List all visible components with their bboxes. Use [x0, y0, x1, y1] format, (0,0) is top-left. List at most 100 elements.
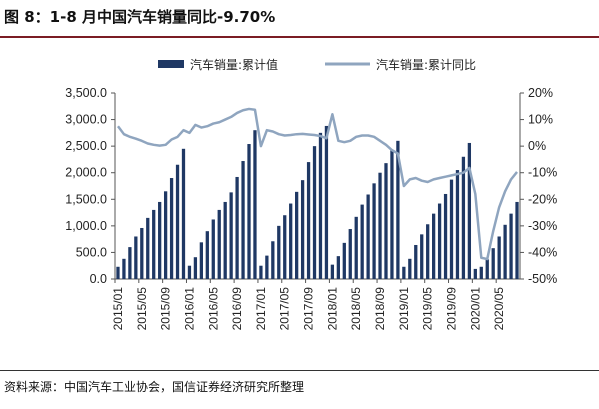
bar-2020/05	[497, 236, 501, 279]
y-left-tick-label: 1,500.0	[65, 192, 107, 206]
x-tick-label: 2015/09	[159, 287, 173, 331]
bar-2017/10	[312, 146, 317, 279]
bar-2015/02	[122, 258, 126, 279]
y-right-tick-label: -10%	[528, 166, 557, 180]
bar-2016/02	[193, 257, 198, 279]
bar-2020/04	[491, 248, 495, 279]
x-tick-label: 2016/01	[182, 287, 196, 331]
bar-2016/10	[241, 161, 245, 279]
title-divider	[0, 36, 599, 38]
bar-2016/05	[211, 219, 215, 279]
bar-2018/05	[354, 216, 358, 279]
bar-2017/02	[265, 255, 269, 279]
x-tick-label: 2016/05	[206, 287, 220, 331]
y-left-tick-label: 3,000.0	[65, 113, 107, 127]
y-right-tick-label: -30%	[528, 219, 557, 233]
bar-2019/11	[461, 156, 466, 279]
bar-2019/01	[402, 266, 406, 279]
bar-2015/01	[116, 266, 120, 279]
x-tick-label: 2018/09	[373, 287, 387, 331]
x-tick-label: 2020/05	[492, 287, 506, 331]
bar-2017/04	[277, 225, 281, 279]
x-tick-label: 2019/09	[445, 287, 459, 331]
bar-2020/02	[479, 266, 483, 279]
bar-2019/10	[455, 170, 460, 279]
bar-2019/06	[432, 213, 436, 279]
x-tick-label: 2018/05	[349, 287, 363, 331]
legend: 汽车销量:累计值 汽车销量:累计同比	[158, 57, 476, 72]
bar-2019/07	[437, 203, 442, 279]
x-tick-label: 2015/05	[135, 287, 149, 331]
bar-2016/08	[229, 192, 233, 279]
bar-2016/06	[217, 209, 221, 279]
bar-2020/06	[503, 224, 507, 279]
y-right-tick-label: -40%	[528, 245, 557, 259]
bar-2017/07	[295, 191, 299, 279]
bar-2019/05	[426, 224, 430, 279]
bar-2020/01	[473, 268, 477, 279]
x-tick-label: 2019/01	[397, 287, 411, 331]
bar-2018/07	[366, 194, 370, 279]
y-left-tick-label: 500.0	[76, 245, 107, 259]
bar-2017/12	[324, 125, 329, 279]
sales-chart: 汽车销量:累计值 汽车销量:累计同比 0.0 500.0 1,000.0 1,500.…	[65, 57, 557, 331]
bar-2018/02	[336, 256, 340, 279]
bar-2018/01	[330, 264, 335, 279]
x-tick-label: 2018/01	[325, 287, 339, 331]
bar-2017/01	[259, 265, 263, 279]
bar-2018/03	[342, 242, 346, 279]
bar-2017/06	[289, 203, 293, 279]
bar-2019/02	[408, 258, 412, 279]
bar-2018/06	[360, 204, 364, 279]
legend-bar-label: 汽车销量:累计值	[190, 57, 278, 72]
bar-2015/03	[128, 247, 132, 279]
bar-2018/09	[378, 172, 382, 279]
y-right-tick-label: -50%	[528, 272, 557, 286]
bar-2018/04	[348, 229, 352, 279]
y-right-tick-label: 0%	[528, 139, 546, 153]
bar-2016/09	[235, 176, 239, 279]
bar-2015/07	[152, 209, 156, 279]
bar-2019/08	[443, 193, 448, 279]
x-tick-label: 2017/01	[254, 287, 268, 331]
bar-2018/08	[372, 183, 376, 279]
bar-2016/04	[205, 231, 209, 279]
bar-2016/03	[199, 242, 203, 279]
bar-2018/12	[396, 140, 400, 279]
bar-2020/08	[515, 201, 519, 279]
bar-2015/08	[158, 201, 162, 279]
bar-2015/06	[146, 217, 150, 279]
bar-2018/11	[390, 150, 394, 279]
bar-2015/04	[134, 236, 138, 279]
bar-2015/11	[175, 164, 180, 279]
chart-title: 图 8：1-8 月中国汽车销量同比-9.70%	[4, 8, 276, 26]
x-tick-label: 2020/01	[468, 287, 482, 331]
bar-2015/09	[163, 191, 168, 279]
source-note: 资料来源：中国汽车工业协会，国信证券经济研究所整理	[4, 380, 305, 394]
y-left-tick-label: 2,500.0	[65, 139, 107, 153]
bar-2017/05	[283, 215, 287, 279]
bar-2017/08	[300, 180, 305, 279]
bar-2020/03	[485, 259, 489, 279]
y-left-tick-label: 1,000.0	[65, 219, 107, 233]
x-tick-label: 2017/09	[302, 287, 316, 331]
bar-2019/09	[449, 179, 454, 279]
bar-2019/12	[467, 142, 472, 279]
bar-2016/07	[223, 201, 227, 279]
bar-2019/04	[420, 234, 424, 279]
x-tick-label: 2016/09	[230, 287, 244, 331]
yoy-line	[116, 107, 518, 261]
bar-2019/03	[414, 244, 418, 279]
bar-2017/09	[306, 162, 311, 279]
y-right-tick-label: 20%	[528, 86, 553, 100]
bar-2016/01	[187, 265, 192, 279]
x-tick-label: 2015/01	[111, 287, 125, 331]
y-right-tick-label: 10%	[528, 113, 553, 127]
y-left-tick-label: 2,000.0	[65, 166, 107, 180]
legend-line-label: 汽车销量:累计同比	[376, 57, 476, 72]
x-tick-label: 2017/05	[278, 287, 292, 331]
bar-2015/05	[140, 227, 144, 279]
bar-2017/11	[318, 132, 323, 279]
y-left-tick-label: 3,500.0	[65, 86, 107, 100]
bar-2015/10	[169, 178, 174, 279]
